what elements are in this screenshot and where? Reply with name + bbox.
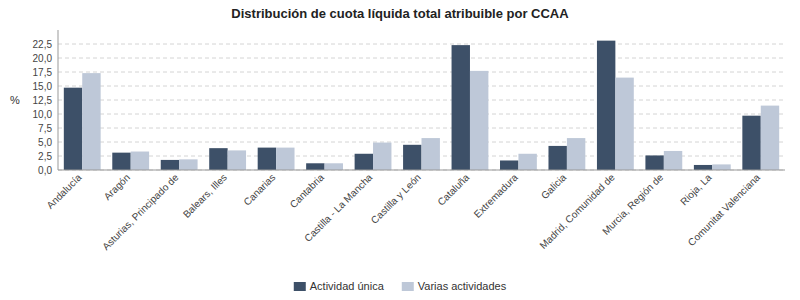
grid-line — [58, 58, 785, 59]
y-tick-label: 5,0 — [38, 137, 52, 148]
bar — [470, 71, 488, 170]
bar — [742, 116, 760, 170]
bar — [82, 73, 100, 170]
x-tick-label: Aragón — [102, 172, 133, 203]
y-tick-label: 0,0 — [38, 165, 52, 176]
x-tick-label: Balears, Illes — [181, 172, 229, 220]
legend-swatch — [294, 282, 306, 291]
y-tick-label: 7,5 — [38, 123, 52, 134]
bar — [161, 160, 179, 170]
y-axis-label: % — [10, 94, 20, 106]
bar — [112, 153, 130, 170]
y-tick-label: 10,0 — [33, 109, 53, 120]
x-tick-label: Cataluña — [435, 171, 471, 207]
bar — [64, 88, 82, 170]
bar — [258, 148, 276, 170]
grid-line — [58, 170, 785, 171]
x-tick-label: Castilla - La Mancha — [302, 171, 375, 244]
legend-label: Varias actividades — [418, 280, 507, 292]
bar — [664, 151, 682, 170]
grid-line — [58, 114, 785, 115]
bar — [131, 152, 149, 170]
bar — [518, 154, 536, 170]
x-axis-line — [58, 170, 785, 171]
y-tick-label: 22,5 — [33, 39, 53, 50]
bars — [64, 41, 779, 170]
legend-label: Actividad única — [310, 280, 385, 292]
bar — [597, 41, 615, 170]
bar — [548, 146, 566, 170]
x-tick-label: Rioja, La — [678, 171, 714, 207]
y-tick-label: 2,5 — [38, 151, 52, 162]
x-tick-label: Comunitat Valenciana — [686, 171, 763, 248]
legend: Actividad única Varias actividades — [294, 280, 507, 292]
bar — [615, 78, 633, 170]
y-axis-line — [58, 30, 59, 170]
grid-line — [58, 72, 785, 73]
bar — [403, 145, 421, 170]
bar — [645, 155, 663, 170]
bar — [228, 150, 246, 170]
bar — [276, 148, 294, 170]
x-tick-label: Canarias — [241, 172, 277, 208]
grid-line — [58, 86, 785, 87]
bar — [761, 106, 779, 170]
bar — [325, 163, 343, 170]
x-tick-label: Galicia — [539, 171, 569, 201]
x-tick-label: Castilla y León — [369, 172, 423, 226]
y-tick-label: 15,0 — [33, 81, 53, 92]
grid-line — [58, 44, 785, 45]
bar — [422, 138, 440, 170]
x-tick-label: Andalucía — [44, 171, 84, 211]
bar — [694, 165, 712, 170]
bar — [355, 154, 373, 170]
grid-line — [58, 128, 785, 129]
bar — [712, 164, 730, 170]
x-tick-label: Cantabria — [288, 171, 327, 210]
bar — [373, 143, 391, 170]
grid-line — [58, 100, 785, 101]
legend-swatch — [402, 282, 414, 291]
bar — [500, 160, 518, 170]
x-tick-label: Madrid, Comunidad de — [537, 171, 617, 251]
y-tick-label: 17,5 — [33, 67, 53, 78]
bar — [209, 148, 227, 170]
x-tick-label: Asturias, Principado de — [100, 171, 181, 252]
bar — [567, 138, 585, 170]
bar — [306, 163, 324, 170]
grid — [58, 44, 785, 170]
y-tick-label: 20,0 — [33, 53, 53, 64]
title: Distribución de cuota líquida total atri… — [231, 6, 569, 21]
bar — [179, 159, 197, 170]
x-tick-label: Murcia, Región de — [600, 171, 665, 236]
chart: Distribución de cuota líquida total atri… — [0, 0, 800, 300]
x-tick-label: Extremadura — [472, 171, 521, 220]
bar — [452, 45, 470, 170]
y-tick-label: 12,5 — [33, 95, 53, 106]
